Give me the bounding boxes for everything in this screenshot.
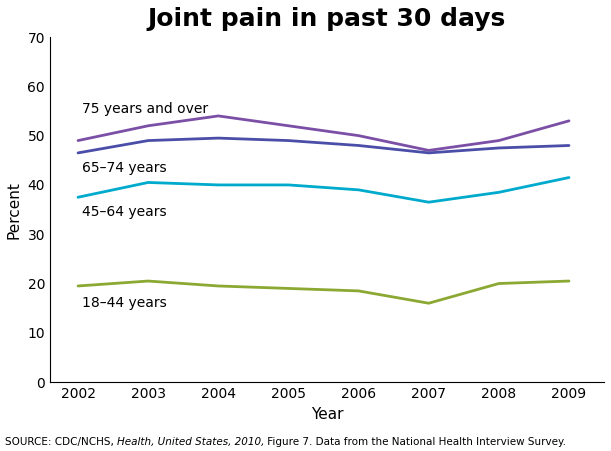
- Text: Health, United States, 2010,: Health, United States, 2010,: [117, 437, 265, 447]
- Text: SOURCE: CDC/NCHS,: SOURCE: CDC/NCHS,: [5, 437, 117, 447]
- Title: Joint pain in past 30 days: Joint pain in past 30 days: [148, 7, 506, 31]
- X-axis label: Year: Year: [311, 406, 343, 422]
- Text: 45–64 years: 45–64 years: [81, 205, 166, 219]
- Text: 75 years and over: 75 years and over: [81, 101, 208, 115]
- Y-axis label: Percent: Percent: [7, 181, 22, 239]
- Text: Figure 7. Data from the National Health Interview Survey.: Figure 7. Data from the National Health …: [265, 437, 566, 447]
- Text: 65–74 years: 65–74 years: [81, 161, 166, 175]
- Text: 18–44 years: 18–44 years: [81, 296, 166, 310]
